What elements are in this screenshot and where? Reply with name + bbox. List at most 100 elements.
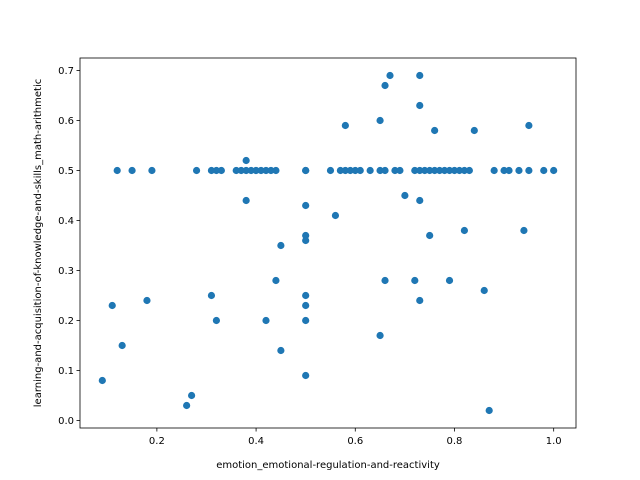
data-point-57 bbox=[401, 191, 409, 200]
x-tick-label: 0.6 bbox=[347, 436, 363, 447]
data-point-18 bbox=[242, 196, 250, 205]
data-point-36 bbox=[302, 316, 310, 325]
data-point-77 bbox=[460, 226, 468, 235]
data-point-80 bbox=[480, 286, 488, 295]
x-tick-label: 0.8 bbox=[447, 436, 463, 447]
data-point-4 bbox=[128, 166, 136, 175]
data-point-23 bbox=[262, 316, 270, 325]
data-point-10 bbox=[207, 291, 216, 300]
data-point-39 bbox=[326, 166, 335, 175]
data-point-88 bbox=[525, 166, 533, 175]
data-point-55 bbox=[391, 166, 399, 175]
data-point-83 bbox=[500, 166, 508, 175]
data-point-13 bbox=[212, 166, 220, 175]
plot-area-frame bbox=[79, 57, 577, 429]
x-axis-label: emotion_emotional-regulation-and-reactiv… bbox=[216, 460, 440, 471]
data-point-6 bbox=[148, 166, 156, 175]
data-point-25 bbox=[267, 166, 275, 175]
data-point-28 bbox=[277, 241, 285, 250]
data-point-62 bbox=[416, 166, 424, 175]
y-tick-label: 0.5 bbox=[58, 166, 74, 177]
data-point-75 bbox=[455, 166, 464, 175]
data-point-46 bbox=[356, 166, 364, 175]
y-axis-label: learning-and-acquisition-of-knowledge-an… bbox=[33, 79, 44, 407]
data-point-17 bbox=[242, 156, 250, 165]
data-point-59 bbox=[411, 276, 419, 285]
data-point-45 bbox=[351, 166, 359, 175]
x-axis: 0.2 0.4 0.6 0.8 1.0 bbox=[149, 428, 562, 447]
data-point-49 bbox=[376, 166, 384, 175]
data-point-14 bbox=[217, 166, 225, 175]
data-point-35 bbox=[302, 301, 310, 310]
data-point-42 bbox=[341, 121, 349, 130]
y-tick-label: 0.3 bbox=[58, 266, 74, 277]
y-axis: 0.0 0.1 0.2 0.3 0.4 0.5 0.6 0.7 bbox=[58, 66, 80, 427]
data-point-34 bbox=[302, 291, 310, 300]
data-point-79 bbox=[470, 126, 478, 135]
data-point-72 bbox=[445, 166, 454, 175]
data-point-76 bbox=[460, 166, 468, 175]
data-point-86 bbox=[520, 226, 528, 235]
data-point-48 bbox=[376, 116, 384, 125]
data-point-3 bbox=[118, 341, 126, 350]
data-point-54 bbox=[386, 71, 394, 80]
data-point-44 bbox=[346, 166, 354, 175]
data-point-74 bbox=[450, 166, 459, 175]
y-tick-label: 0.7 bbox=[58, 66, 74, 77]
data-point-70 bbox=[436, 166, 444, 175]
data-point-31 bbox=[302, 201, 310, 210]
data-point-9 bbox=[192, 166, 201, 175]
data-point-78 bbox=[465, 166, 473, 175]
y-tick-label: 0.2 bbox=[58, 316, 74, 327]
x-tick-label: 1.0 bbox=[546, 436, 562, 447]
y-tick-label: 0.4 bbox=[58, 216, 74, 227]
data-point-69 bbox=[431, 166, 439, 175]
data-point-24 bbox=[262, 166, 270, 175]
data-point-15 bbox=[232, 166, 240, 175]
data-point-32 bbox=[302, 231, 310, 240]
data-point-29 bbox=[277, 346, 285, 355]
data-point-7 bbox=[183, 401, 191, 410]
data-point-53 bbox=[381, 276, 389, 285]
data-point-87 bbox=[525, 121, 533, 130]
x-tick-label: 0.2 bbox=[149, 436, 165, 447]
data-point-41 bbox=[336, 166, 344, 175]
data-point-40 bbox=[331, 211, 340, 220]
data-point-16 bbox=[237, 166, 245, 175]
data-point-82 bbox=[490, 166, 498, 175]
data-point-65 bbox=[421, 166, 429, 175]
data-point-84 bbox=[505, 166, 513, 175]
data-point-47 bbox=[366, 166, 374, 175]
data-point-81 bbox=[485, 406, 493, 415]
data-point-11 bbox=[207, 166, 216, 175]
data-point-12 bbox=[212, 316, 220, 325]
data-point-33 bbox=[302, 236, 310, 245]
y-tick-label: 0.1 bbox=[58, 366, 74, 377]
data-point-56 bbox=[396, 166, 404, 175]
data-point-89 bbox=[540, 166, 548, 175]
data-point-5 bbox=[143, 296, 151, 305]
data-point-27 bbox=[272, 166, 280, 175]
data-point-73 bbox=[445, 276, 454, 285]
data-point-50 bbox=[376, 331, 384, 340]
data-point-0 bbox=[98, 376, 106, 385]
x-tick-label: 0.4 bbox=[248, 436, 264, 447]
data-point-64 bbox=[416, 296, 424, 305]
data-point-20 bbox=[247, 166, 255, 175]
data-point-8 bbox=[188, 391, 196, 400]
data-point-38 bbox=[302, 166, 310, 175]
data-point-26 bbox=[272, 276, 280, 285]
data-point-19 bbox=[242, 166, 250, 175]
data-point-60 bbox=[416, 71, 424, 80]
data-point-67 bbox=[426, 231, 434, 240]
y-tick-label: 0.6 bbox=[58, 116, 74, 127]
data-point-22 bbox=[257, 166, 265, 175]
data-point-2 bbox=[113, 166, 121, 175]
data-point-58 bbox=[411, 166, 419, 175]
data-point-51 bbox=[381, 81, 389, 90]
data-point-66 bbox=[426, 166, 434, 175]
data-point-85 bbox=[515, 166, 523, 175]
points-layer bbox=[98, 71, 558, 415]
